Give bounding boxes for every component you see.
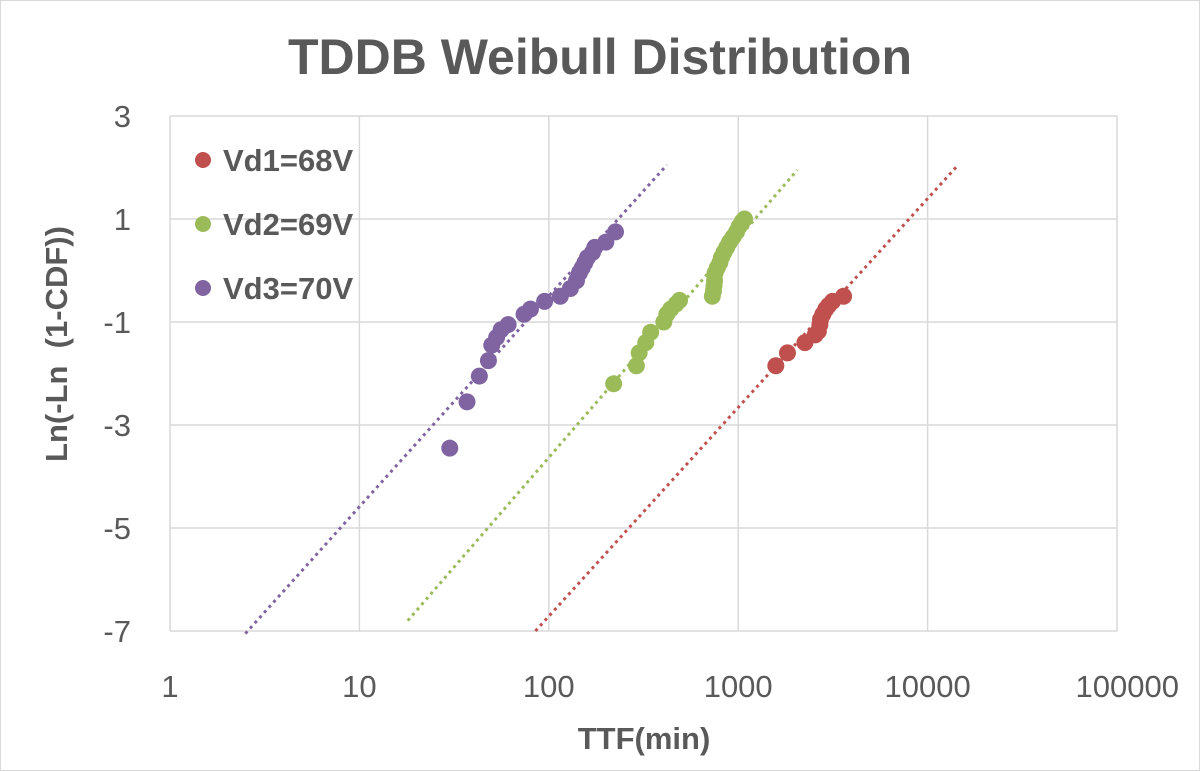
y-tick-label: 3 [114,99,131,134]
data-point-series-1 [835,287,853,305]
data-point-series-2 [627,357,645,375]
data-point-series-3 [458,393,476,411]
data-point-series-3 [479,352,497,370]
y-tick-label: -7 [103,614,131,649]
chart-title: TDDB Weibull Distribution [288,29,912,85]
y-tick-labels: -7 -5 -3 -1 1 3 [103,99,131,649]
data-points [441,210,853,457]
x-tick-label: 100000 [1076,669,1179,704]
x-tick-labels: 1 10 100 1000 10000 100000 [161,669,1179,704]
legend-marker-series-1 [195,152,211,168]
data-point-series-2 [605,375,623,393]
data-point-series-2 [671,291,689,309]
x-tick-label: 1000 [704,669,773,704]
data-point-series-2 [642,323,660,341]
y-axis-title: Ln(-Ln (1-CDF)) [39,226,74,462]
legend-label-series-1: Vd1=68V [223,143,353,178]
gridlines [169,115,1118,632]
data-point-series-1 [778,344,796,362]
x-tick-label: 10 [342,669,376,704]
y-tick-label: -5 [103,511,131,546]
legend-marker-series-2 [195,216,211,232]
data-point-series-3 [607,223,625,241]
x-axis-title: TTF(min) [578,721,711,756]
y-tick-label: -1 [103,305,131,340]
x-tick-label: 1 [161,669,178,704]
legend-marker-series-3 [195,280,211,296]
legend-label-series-3: Vd3=70V [223,271,353,306]
data-point-series-3 [521,300,539,318]
data-point-series-3 [470,367,488,385]
y-tick-label: -3 [103,408,131,443]
data-point-series-3 [536,292,554,310]
data-point-series-2 [736,210,754,228]
data-point-series-3 [499,316,517,334]
x-tick-label: 10000 [884,669,970,704]
legend-label-series-2: Vd2=69V [223,207,353,242]
trendline-series-2 [406,169,799,622]
data-point-series-3 [441,439,459,457]
legend: Vd1=68V Vd2=69V Vd3=70V [195,143,353,306]
trendline-series-1 [534,163,960,633]
x-tick-label: 100 [523,669,575,704]
data-point-series-1 [767,357,785,375]
y-tick-label: 1 [114,202,131,237]
